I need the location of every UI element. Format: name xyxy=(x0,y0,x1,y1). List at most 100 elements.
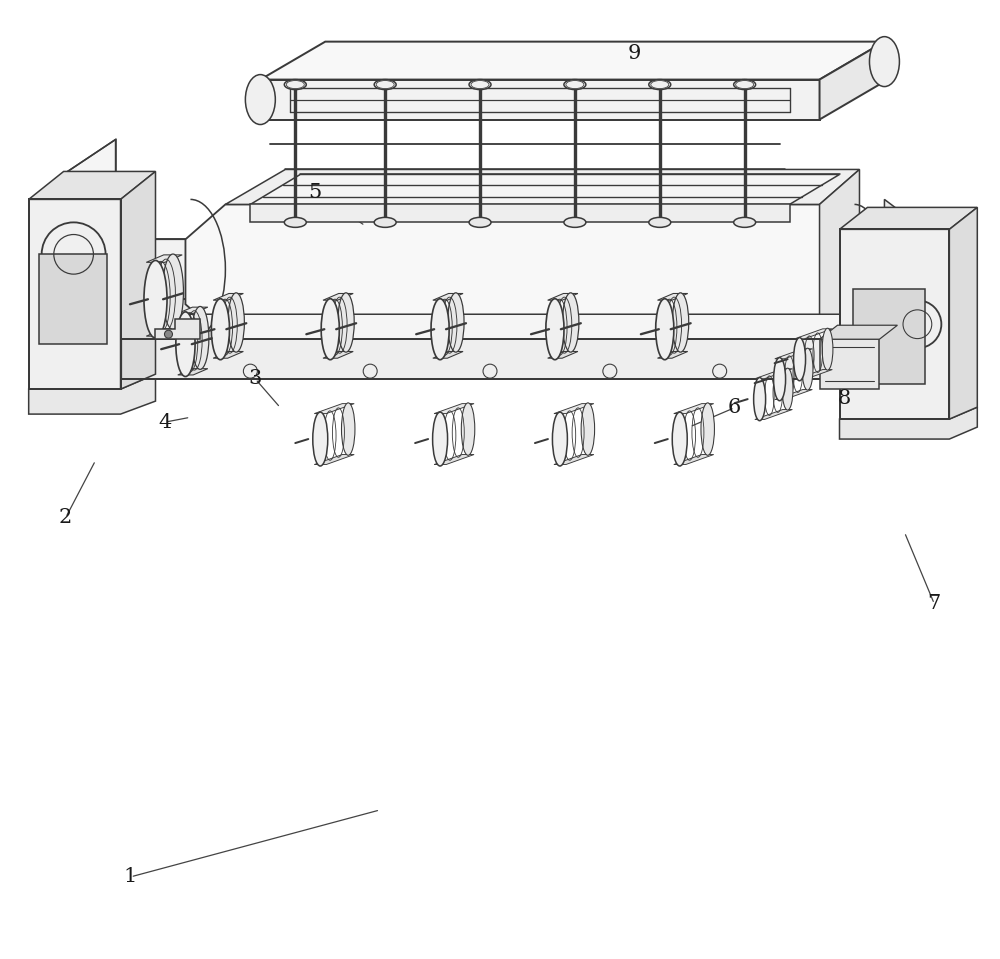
Polygon shape xyxy=(433,293,463,300)
Ellipse shape xyxy=(656,299,674,360)
Polygon shape xyxy=(323,352,353,359)
Polygon shape xyxy=(314,404,354,413)
Ellipse shape xyxy=(469,80,491,89)
Ellipse shape xyxy=(869,36,899,86)
Polygon shape xyxy=(434,455,474,464)
Ellipse shape xyxy=(341,403,355,456)
Ellipse shape xyxy=(321,299,339,360)
Polygon shape xyxy=(56,299,929,349)
Ellipse shape xyxy=(564,218,586,227)
Polygon shape xyxy=(674,455,714,464)
Polygon shape xyxy=(434,404,474,413)
Polygon shape xyxy=(840,408,977,439)
Ellipse shape xyxy=(774,358,786,401)
Polygon shape xyxy=(795,329,832,339)
Text: 6: 6 xyxy=(728,398,741,417)
Polygon shape xyxy=(225,170,859,204)
Polygon shape xyxy=(213,293,243,300)
Polygon shape xyxy=(795,369,832,380)
Ellipse shape xyxy=(374,218,396,227)
Polygon shape xyxy=(775,389,812,400)
Ellipse shape xyxy=(469,218,491,227)
Polygon shape xyxy=(433,352,463,359)
Polygon shape xyxy=(554,455,594,464)
Polygon shape xyxy=(884,199,937,394)
Polygon shape xyxy=(658,352,688,359)
Ellipse shape xyxy=(649,218,671,227)
Polygon shape xyxy=(155,319,200,339)
Text: 7: 7 xyxy=(928,595,941,614)
Polygon shape xyxy=(755,409,792,419)
Circle shape xyxy=(893,300,941,348)
Ellipse shape xyxy=(245,75,275,125)
Ellipse shape xyxy=(431,299,449,360)
Polygon shape xyxy=(840,207,977,229)
Polygon shape xyxy=(250,204,790,222)
Polygon shape xyxy=(260,41,884,80)
Ellipse shape xyxy=(144,261,167,339)
Ellipse shape xyxy=(433,412,448,466)
Ellipse shape xyxy=(672,292,689,352)
Text: 9: 9 xyxy=(628,44,641,63)
Polygon shape xyxy=(548,293,578,300)
Ellipse shape xyxy=(734,218,756,227)
Polygon shape xyxy=(554,404,594,413)
Polygon shape xyxy=(121,172,155,389)
Circle shape xyxy=(164,330,172,339)
Polygon shape xyxy=(146,255,182,263)
Polygon shape xyxy=(64,349,921,367)
Polygon shape xyxy=(29,374,155,414)
Bar xyxy=(39,254,107,344)
Ellipse shape xyxy=(228,292,244,352)
Ellipse shape xyxy=(191,307,209,369)
Ellipse shape xyxy=(564,80,586,89)
Ellipse shape xyxy=(448,292,464,352)
Polygon shape xyxy=(949,207,977,419)
Polygon shape xyxy=(820,325,897,339)
Ellipse shape xyxy=(284,218,306,227)
Ellipse shape xyxy=(754,378,766,421)
Ellipse shape xyxy=(672,412,687,466)
Polygon shape xyxy=(548,352,578,359)
Ellipse shape xyxy=(211,299,229,360)
Ellipse shape xyxy=(649,80,671,89)
Text: 5: 5 xyxy=(309,183,322,201)
Polygon shape xyxy=(260,80,820,120)
Text: 2: 2 xyxy=(59,508,72,527)
Ellipse shape xyxy=(374,80,396,89)
Polygon shape xyxy=(121,339,840,379)
Ellipse shape xyxy=(802,348,813,390)
Ellipse shape xyxy=(284,80,306,89)
Ellipse shape xyxy=(734,80,756,89)
Text: 3: 3 xyxy=(249,369,262,388)
Polygon shape xyxy=(146,329,182,337)
Polygon shape xyxy=(29,199,121,389)
Ellipse shape xyxy=(313,412,328,466)
Polygon shape xyxy=(56,240,96,349)
Polygon shape xyxy=(323,293,353,300)
Polygon shape xyxy=(56,139,116,349)
Ellipse shape xyxy=(794,338,806,381)
Polygon shape xyxy=(121,315,879,339)
Polygon shape xyxy=(840,229,949,419)
Polygon shape xyxy=(820,41,884,120)
Polygon shape xyxy=(820,170,859,339)
Text: 8: 8 xyxy=(838,388,851,408)
Ellipse shape xyxy=(552,412,567,466)
Polygon shape xyxy=(674,404,714,413)
Circle shape xyxy=(42,222,106,287)
Polygon shape xyxy=(29,172,155,199)
Polygon shape xyxy=(213,352,243,359)
Text: 4: 4 xyxy=(159,412,172,432)
Polygon shape xyxy=(56,240,929,299)
Ellipse shape xyxy=(461,403,475,456)
Ellipse shape xyxy=(176,312,195,377)
Polygon shape xyxy=(755,369,792,379)
Polygon shape xyxy=(820,339,879,389)
Polygon shape xyxy=(658,293,688,300)
Bar xyxy=(853,290,925,385)
Ellipse shape xyxy=(701,403,714,456)
Ellipse shape xyxy=(546,299,564,360)
Ellipse shape xyxy=(562,292,579,352)
Polygon shape xyxy=(314,455,354,464)
